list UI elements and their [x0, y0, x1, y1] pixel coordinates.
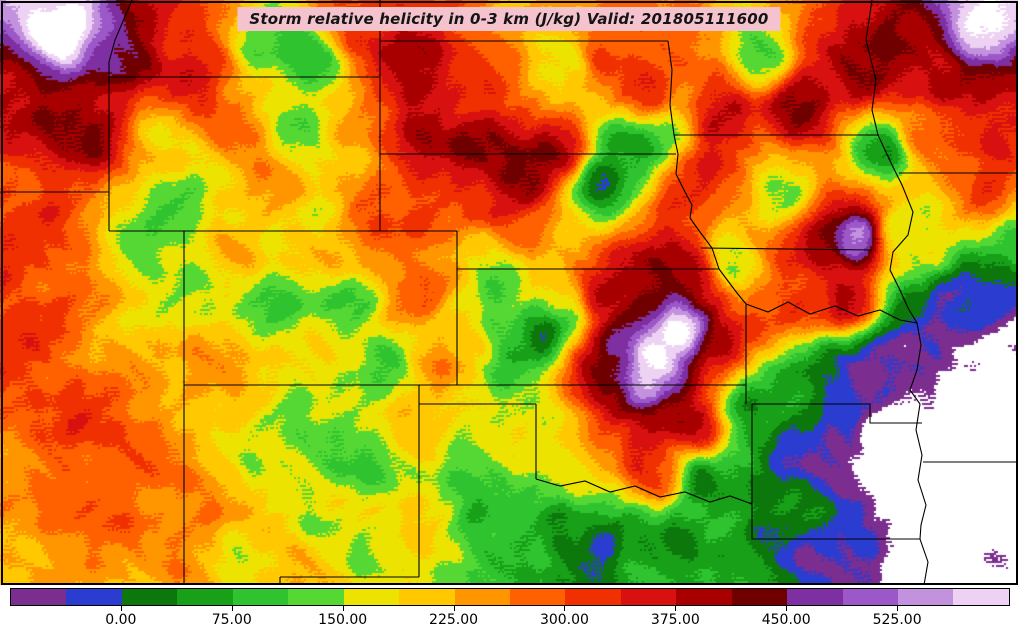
colorbar-segment [953, 589, 1009, 605]
colorbar-segment [11, 589, 67, 605]
colorbar-segment [177, 589, 233, 605]
colorbar-segment [288, 589, 344, 605]
colorbar-segment [454, 589, 510, 605]
helicity-field-canvas [0, 0, 1018, 585]
colorbar-segment [565, 589, 621, 605]
colorbar-segment [232, 589, 289, 605]
colorbar-tick-mark [342, 606, 344, 611]
colorbar-tick-mark [120, 606, 122, 611]
colorbar-segment [620, 589, 677, 605]
colorbar-segment [121, 589, 178, 605]
colorbar-segment [787, 589, 843, 605]
colorbar-tick-label: 375.00 [650, 612, 700, 628]
colorbar-segment [842, 589, 898, 605]
state-border-line [675, 173, 720, 270]
colorbar-tick-mark [453, 606, 455, 611]
colorbar-segment [66, 589, 122, 605]
colorbar-segment [898, 589, 954, 605]
state-border-line [865, 0, 929, 585]
state-borders-overlay [0, 0, 1018, 585]
colorbar-tick-mark [786, 606, 788, 611]
colorbar-tick-mark [897, 606, 899, 611]
colorbar-tick-label: 525.00 [872, 612, 922, 628]
colorbar-tick-label: 450.00 [761, 612, 811, 628]
state-border-line [745, 301, 918, 324]
colorbar-tick-label: 225.00 [429, 612, 479, 628]
colorbar [10, 588, 1010, 606]
state-border-line [752, 403, 922, 424]
colorbar-segment [399, 589, 455, 605]
colorbar-tick-mark [675, 606, 677, 611]
colorbar-segment [509, 589, 566, 605]
colorbar-tick-label: 150.00 [318, 612, 368, 628]
colorbar-tick-mark [564, 606, 566, 611]
colorbar-tick-label: 300.00 [539, 612, 589, 628]
colorbar-segment [731, 589, 788, 605]
map-area: Storm relative helicity in 0-3 km (J/kg)… [0, 0, 1018, 585]
state-border-line [718, 268, 747, 404]
colorbar-tick-mark [231, 606, 233, 611]
colorbar-segment [676, 589, 732, 605]
state-border-line [751, 504, 920, 540]
map-title: Storm relative helicity in 0-3 km (J/kg)… [237, 7, 781, 31]
colorbar-tick-label: 75.00 [211, 612, 252, 628]
colorbar-tick-label: 0.00 [105, 612, 137, 628]
colorbar-segment [343, 589, 400, 605]
state-border-line [108, 0, 133, 77]
state-border-line [535, 478, 753, 505]
state-border-line [700, 247, 873, 251]
state-border-line [667, 40, 679, 175]
